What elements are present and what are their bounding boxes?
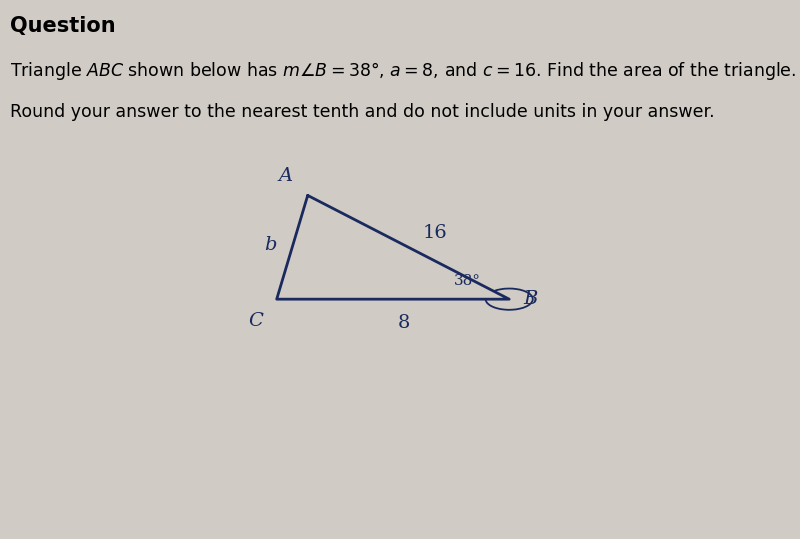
Text: B: B [523, 290, 538, 308]
Text: A: A [278, 167, 292, 185]
Text: 8: 8 [398, 314, 410, 331]
Text: Round your answer to the nearest tenth and do not include units in your answer.: Round your answer to the nearest tenth a… [10, 103, 715, 121]
Text: b: b [264, 236, 277, 254]
Text: Question: Question [10, 16, 116, 36]
Text: 16: 16 [422, 224, 447, 242]
Text: C: C [248, 312, 263, 330]
Text: 38°: 38° [454, 274, 482, 288]
Text: Triangle $\it{ABC}$ shown below has $m\angle B = 38°$, $a = 8$, and $c = 16$. Fi: Triangle $\it{ABC}$ shown below has $m\a… [10, 60, 797, 82]
